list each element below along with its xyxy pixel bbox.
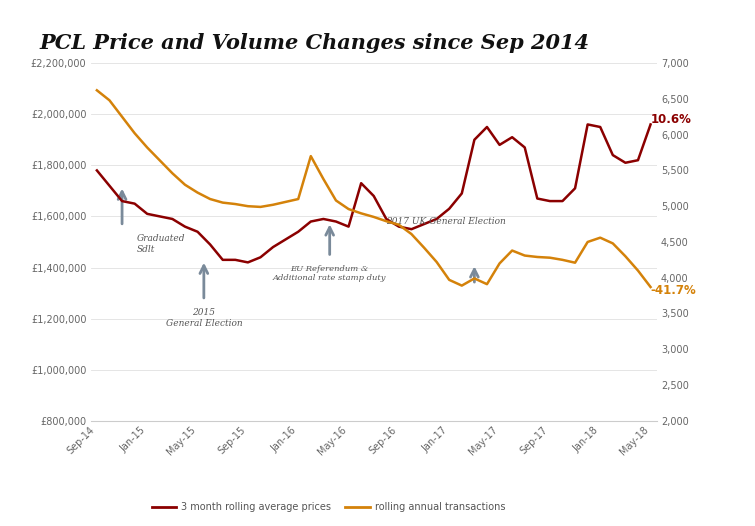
Text: 10.6%: 10.6% (651, 113, 692, 126)
Text: -41.7%: -41.7% (651, 284, 696, 297)
Text: EU Referendum &
Additional rate stamp duty: EU Referendum & Additional rate stamp du… (273, 265, 387, 282)
Legend: 3 month rolling average prices, rolling annual transactions: 3 month rolling average prices, rolling … (148, 498, 509, 516)
Text: 2017 UK General Election: 2017 UK General Election (387, 217, 506, 226)
Text: 2015
General Election: 2015 General Election (165, 308, 242, 328)
Text: Graduated
Sdlt: Graduated Sdlt (137, 234, 186, 254)
Text: PCL Price and Volume Changes since Sep 2014: PCL Price and Volume Changes since Sep 2… (39, 33, 590, 53)
